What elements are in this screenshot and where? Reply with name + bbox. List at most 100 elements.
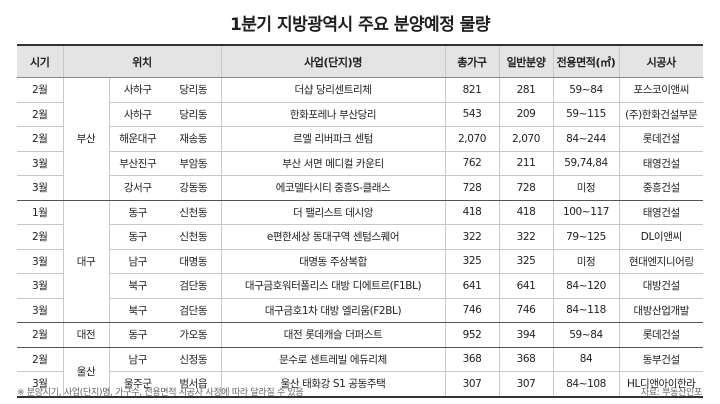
cell-builder: 포스코이앤씨 xyxy=(619,77,704,103)
cell-area: 84~120 xyxy=(553,273,620,299)
cell-area: 84~118 xyxy=(553,298,620,323)
cell-builder: 롯데건설 xyxy=(619,126,704,152)
cell-dong: 가오동 xyxy=(166,322,222,348)
cell-project: 대전 롯데캐슬 더퍼스트 xyxy=(221,322,446,348)
cell-dong: 신천동 xyxy=(166,224,222,250)
cell-general: 322 xyxy=(499,224,554,250)
header-location: 위치 xyxy=(63,44,222,78)
cell-area: 미정 xyxy=(553,249,620,274)
cell-general: 281 xyxy=(499,77,554,103)
cell-builder: 태영건설 xyxy=(619,151,704,176)
table-title: 1분기 지방광역시 주요 분양예정 물량 xyxy=(229,15,491,35)
cell-dong: 대명동 xyxy=(166,249,222,274)
footnote: ※ 분양시기, 사업(단지)명, 가구수, 전용면적 시공사 사정에 따라 달라… xyxy=(17,388,304,398)
cell-region: 부산 xyxy=(63,77,110,201)
cell-month: 2월 xyxy=(17,126,64,152)
cell-month: 2월 xyxy=(17,77,64,103)
cell-project: 부산 서면 메디컬 카운티 xyxy=(221,151,446,176)
cell-project: 더 팰리스트 데시앙 xyxy=(221,200,446,225)
cell-general: 728 xyxy=(499,175,554,201)
cell-month: 2월 xyxy=(17,322,64,348)
cell-region: 대구 xyxy=(63,200,110,323)
cell-total: 368 xyxy=(445,347,500,372)
header-general: 일반분양 xyxy=(499,44,554,78)
cell-project: e편한세상 동대구역 센텀스퀘어 xyxy=(221,224,446,250)
cell-total: 418 xyxy=(445,200,500,225)
cell-month: 3월 xyxy=(17,151,64,176)
cell-gu: 해운대구 xyxy=(109,126,166,152)
cell-month: 3월 xyxy=(17,298,64,323)
cell-total: 728 xyxy=(445,175,500,201)
table-row: 3월 울주군 범서읍 울산 태화강 S1 공동주택 307 307 84~108 HL디앤아이… xyxy=(17,371,704,398)
cell-project: 문수로 센트레빌 에듀리체 xyxy=(221,347,446,372)
cell-project: 에코델타시티 중흥S-클래스 xyxy=(221,175,446,201)
cell-project: 더샵 당리센트리체 xyxy=(221,77,446,103)
cell-month: 2월 xyxy=(17,347,64,372)
cell-gu: 남구 xyxy=(109,249,166,274)
cell-month: 3월 xyxy=(17,175,64,201)
cell-month: 3월 xyxy=(17,249,64,274)
cell-dong: 강동동 xyxy=(166,175,222,201)
cell-total: 952 xyxy=(445,322,500,348)
cell-total: 641 xyxy=(445,273,500,299)
cell-month: 3월 xyxy=(17,371,64,398)
cell-area: 59,74,84 xyxy=(553,151,620,176)
cell-builder: 현대엔지니어링 xyxy=(619,249,704,274)
supply-schedule-table: 시기 위치 사업(단지)명 총가구 일반분양 전용면적(㎡) 시공사 2월 부산 사… xyxy=(17,44,704,398)
cell-dong: 당리동 xyxy=(166,102,222,127)
cell-project: 울산 태화강 S1 공동주택 xyxy=(221,371,446,398)
cell-dong: 부암동 xyxy=(166,151,222,176)
cell-total: 307 xyxy=(445,371,500,398)
cell-area: 59~115 xyxy=(553,102,620,127)
table-row: 2월 동구 신천동 e편한세상 동대구역 센텀스퀘어 322 322 79~125 DL이앤씨 xyxy=(17,224,704,250)
cell-month: 2월 xyxy=(17,224,64,250)
cell-gu: 동구 xyxy=(109,200,166,225)
table-row: 3월 남구 대명동 대명동 주상복합 325 325 미정 현대엔지니어링 xyxy=(17,249,704,274)
table-body: 2월 부산 사하구 당리동 더샵 당리센트리체 821 281 59~84 포스코이앤씨 2월 사하… xyxy=(17,77,704,398)
cell-month: 2월 xyxy=(17,102,64,127)
header-project: 사업(단지)명 xyxy=(221,44,446,78)
cell-general: 368 xyxy=(499,347,554,372)
cell-dong: 범서읍 xyxy=(166,371,222,398)
cell-dong: 신천동 xyxy=(166,200,222,225)
cell-project: 한화포레나 부산당리 xyxy=(221,102,446,127)
cell-builder: 중흥건설 xyxy=(619,175,704,201)
table-row: 3월 북구 검단동 대구금호워터폴리스 대방 디에트르(F1BL) 641 641 84~1… xyxy=(17,273,704,299)
cell-dong: 검단동 xyxy=(166,298,222,323)
cell-builder: HL디앤아이한라 xyxy=(619,371,704,398)
table-row: 2월 해운대구 재송동 르엘 리버파크 센텀 2,070 2,070 84~244 롯데건설 xyxy=(17,126,704,152)
cell-builder: DL이앤씨 xyxy=(619,224,704,250)
header-area: 전용면적(㎡) xyxy=(553,44,620,78)
cell-builder: 동부건설 xyxy=(619,347,704,372)
cell-gu: 북구 xyxy=(109,298,166,323)
cell-total: 543 xyxy=(445,102,500,127)
cell-builder: 태영건설 xyxy=(619,200,704,225)
cell-month: 1월 xyxy=(17,200,64,225)
cell-gu: 남구 xyxy=(109,347,166,372)
cell-region: 울산 xyxy=(63,347,110,398)
cell-builder: 롯데건설 xyxy=(619,322,704,348)
cell-project: 르엘 리버파크 센텀 xyxy=(221,126,446,152)
cell-area: 59~84 xyxy=(553,322,620,348)
header-period: 시기 xyxy=(17,44,64,78)
table-row: 2월 대전 동구 가오동 대전 롯데캐슬 더퍼스트 952 394 59~84 롯데건설 xyxy=(17,322,704,348)
cell-total: 322 xyxy=(445,224,500,250)
cell-general: 325 xyxy=(499,249,554,274)
cell-general: 307 xyxy=(499,371,554,398)
header-builder: 시공사 xyxy=(619,44,704,78)
cell-dong: 검단동 xyxy=(166,273,222,299)
table-row: 1월 대구 동구 신천동 더 팰리스트 데시앙 418 418 100~117 태영건설 xyxy=(17,200,704,323)
table-row: 3월 북구 검단동 대구금호1차 대방 엘리움(F2BL) 746 746 84~118 대방… xyxy=(17,298,704,323)
cell-builder: (주)한화건설부문 xyxy=(619,102,704,127)
cell-project: 대구금호워터폴리스 대방 디에트르(F1BL) xyxy=(221,273,446,299)
cell-general: 746 xyxy=(499,298,554,323)
table-row: 2월 부산 사하구 당리동 더샵 당리센트리체 821 281 59~84 포스코이앤씨 xyxy=(17,77,704,201)
cell-total: 2,070 xyxy=(445,126,500,152)
cell-total: 762 xyxy=(445,151,500,176)
cell-area: 59~84 xyxy=(553,77,620,103)
cell-general: 211 xyxy=(499,151,554,176)
cell-area: 84~244 xyxy=(553,126,620,152)
table-row: 2월 울산 남구 신정동 문수로 센트레빌 에듀리체 368 368 84 동부건설 xyxy=(17,347,704,398)
header-total: 총가구 xyxy=(445,44,500,78)
cell-gu: 울주군 xyxy=(109,371,166,398)
